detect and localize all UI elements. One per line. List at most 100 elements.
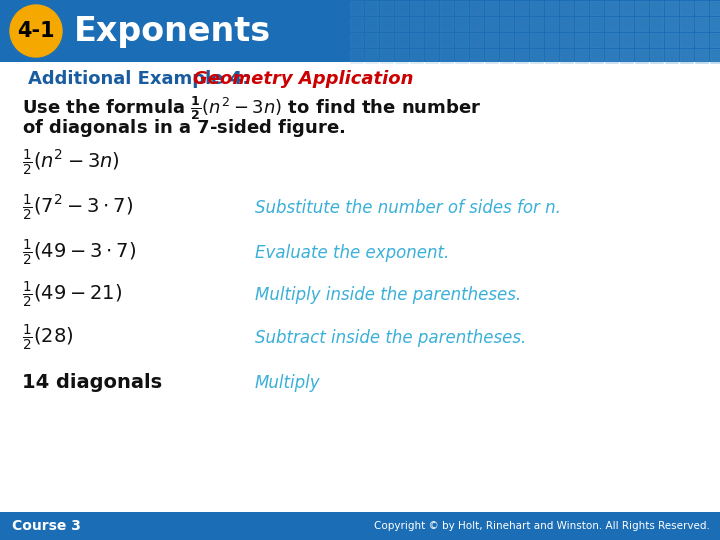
FancyBboxPatch shape [515,1,528,15]
FancyBboxPatch shape [620,49,633,63]
FancyBboxPatch shape [500,49,513,63]
FancyBboxPatch shape [560,49,573,63]
FancyBboxPatch shape [575,33,588,47]
FancyBboxPatch shape [350,49,363,63]
Text: Use the formula $\mathbf{\frac{1}{2}}$$(n^2 - 3n)$ to find the number: Use the formula $\mathbf{\frac{1}{2}}$$(… [22,94,482,122]
FancyBboxPatch shape [680,1,693,15]
FancyBboxPatch shape [620,1,633,15]
Text: of diagonals in a $\mathbf{7}$-sided figure.: of diagonals in a $\mathbf{7}$-sided fig… [22,117,346,139]
FancyBboxPatch shape [440,1,453,15]
FancyBboxPatch shape [380,1,393,15]
FancyBboxPatch shape [650,1,663,15]
FancyBboxPatch shape [365,17,378,31]
FancyBboxPatch shape [635,17,648,31]
Text: Copyright © by Holt, Rinehart and Winston. All Rights Reserved.: Copyright © by Holt, Rinehart and Winsto… [374,521,710,531]
FancyBboxPatch shape [650,17,663,31]
FancyBboxPatch shape [605,17,618,31]
FancyBboxPatch shape [695,1,708,15]
Circle shape [10,5,62,57]
FancyBboxPatch shape [665,1,678,15]
FancyBboxPatch shape [710,33,720,47]
Text: $\frac{1}{2}(49 - 21)$: $\frac{1}{2}(49 - 21)$ [22,280,122,310]
FancyBboxPatch shape [605,1,618,15]
FancyBboxPatch shape [515,33,528,47]
Text: Multiply inside the parentheses.: Multiply inside the parentheses. [255,286,521,304]
FancyBboxPatch shape [650,49,663,63]
Text: Multiply: Multiply [255,374,320,392]
FancyBboxPatch shape [470,17,483,31]
FancyBboxPatch shape [470,33,483,47]
FancyBboxPatch shape [0,512,720,540]
FancyBboxPatch shape [425,1,438,15]
FancyBboxPatch shape [590,33,603,47]
FancyBboxPatch shape [350,33,363,47]
FancyBboxPatch shape [365,33,378,47]
FancyBboxPatch shape [545,17,558,31]
FancyBboxPatch shape [560,33,573,47]
FancyBboxPatch shape [695,17,708,31]
FancyBboxPatch shape [350,17,363,31]
FancyBboxPatch shape [635,1,648,15]
FancyBboxPatch shape [665,49,678,63]
FancyBboxPatch shape [500,17,513,31]
FancyBboxPatch shape [590,17,603,31]
Text: Additional Example 4:: Additional Example 4: [28,70,256,88]
FancyBboxPatch shape [455,1,468,15]
FancyBboxPatch shape [380,49,393,63]
FancyBboxPatch shape [365,1,378,15]
FancyBboxPatch shape [410,1,423,15]
FancyBboxPatch shape [395,1,408,15]
FancyBboxPatch shape [590,49,603,63]
FancyBboxPatch shape [425,17,438,31]
FancyBboxPatch shape [620,33,633,47]
FancyBboxPatch shape [395,49,408,63]
FancyBboxPatch shape [410,17,423,31]
FancyBboxPatch shape [515,17,528,31]
FancyBboxPatch shape [365,49,378,63]
FancyBboxPatch shape [560,1,573,15]
FancyBboxPatch shape [695,33,708,47]
FancyBboxPatch shape [500,33,513,47]
FancyBboxPatch shape [380,17,393,31]
FancyBboxPatch shape [440,17,453,31]
Text: Substitute the number of sides for n.: Substitute the number of sides for n. [255,199,561,217]
FancyBboxPatch shape [575,49,588,63]
FancyBboxPatch shape [605,33,618,47]
Text: Course 3: Course 3 [12,519,81,533]
FancyBboxPatch shape [650,33,663,47]
FancyBboxPatch shape [500,1,513,15]
FancyBboxPatch shape [395,33,408,47]
FancyBboxPatch shape [545,33,558,47]
FancyBboxPatch shape [680,17,693,31]
FancyBboxPatch shape [350,1,363,15]
FancyBboxPatch shape [545,49,558,63]
Text: Exponents: Exponents [74,16,271,49]
FancyBboxPatch shape [590,1,603,15]
Text: 14 diagonals: 14 diagonals [22,374,162,393]
FancyBboxPatch shape [485,49,498,63]
Text: $\frac{1}{2}(n^2 - 3n)$: $\frac{1}{2}(n^2 - 3n)$ [22,148,120,178]
Text: Subtract inside the parentheses.: Subtract inside the parentheses. [255,329,526,347]
FancyBboxPatch shape [665,17,678,31]
FancyBboxPatch shape [485,1,498,15]
FancyBboxPatch shape [710,17,720,31]
FancyBboxPatch shape [635,49,648,63]
FancyBboxPatch shape [425,49,438,63]
FancyBboxPatch shape [455,33,468,47]
FancyBboxPatch shape [410,49,423,63]
FancyBboxPatch shape [455,49,468,63]
Text: Evaluate the exponent.: Evaluate the exponent. [255,244,449,262]
FancyBboxPatch shape [410,33,423,47]
FancyBboxPatch shape [530,49,543,63]
FancyBboxPatch shape [440,33,453,47]
FancyBboxPatch shape [710,49,720,63]
FancyBboxPatch shape [635,33,648,47]
Text: 4-1: 4-1 [17,21,55,41]
Text: $\frac{1}{2}(7^2 - 3 \cdot 7)$: $\frac{1}{2}(7^2 - 3 \cdot 7)$ [22,193,133,223]
FancyBboxPatch shape [575,17,588,31]
FancyBboxPatch shape [560,17,573,31]
FancyBboxPatch shape [440,49,453,63]
FancyBboxPatch shape [680,33,693,47]
FancyBboxPatch shape [485,33,498,47]
FancyBboxPatch shape [515,49,528,63]
